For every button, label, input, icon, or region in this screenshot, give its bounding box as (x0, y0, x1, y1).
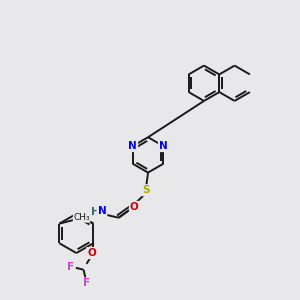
Text: CH₃: CH₃ (73, 213, 90, 222)
Text: N: N (159, 141, 168, 151)
Text: O: O (130, 202, 139, 212)
Text: O: O (87, 248, 96, 258)
Text: F: F (83, 278, 90, 289)
Text: S: S (142, 185, 150, 195)
Text: H: H (91, 207, 99, 217)
Text: F: F (67, 262, 74, 272)
Text: N: N (98, 206, 106, 216)
Text: N: N (128, 141, 137, 151)
